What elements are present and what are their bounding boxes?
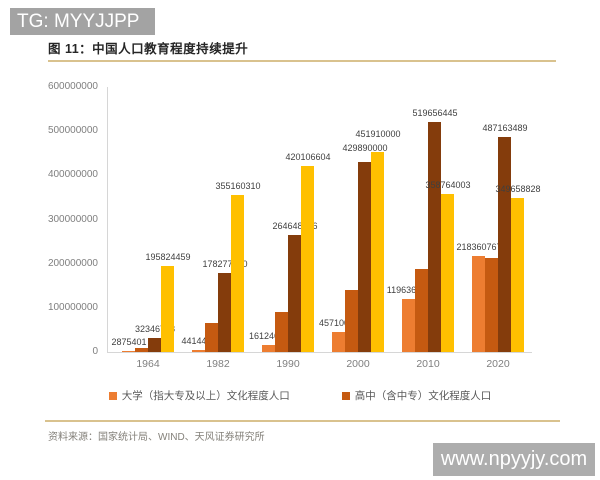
- x-axis-tick-label: 2000: [346, 358, 370, 370]
- bar-value-label: 32346788: [134, 324, 176, 334]
- legend-swatch-highschool-icon: [341, 391, 350, 400]
- y-axis-tick-label: 200000000: [47, 257, 98, 269]
- bar-value-label: 264648676: [272, 221, 318, 231]
- legend-item-university: 大学（指大专及以上）文化程度人口: [108, 388, 290, 403]
- x-axis-tick-label: 2010: [416, 358, 440, 370]
- bar-2010-s0: [402, 299, 415, 352]
- bar-value-label: 119636790: [386, 285, 432, 295]
- bar-2000-s1: [345, 290, 358, 352]
- bar-value-label: 358764003: [425, 180, 471, 190]
- bar-2000-s2: [358, 162, 371, 352]
- watermark-website: www.npyyjy.com: [433, 443, 595, 476]
- bar-2020-s0: [472, 256, 485, 352]
- bar-value-label: 420106604: [285, 152, 331, 162]
- y-axis-line: [107, 87, 108, 352]
- bar-2020-s1: [485, 258, 498, 352]
- bar-2000-s3: [371, 152, 384, 352]
- bar-1990-s3: [301, 166, 314, 352]
- bar-1982-s3: [231, 195, 244, 352]
- bar-value-label: 45710000: [318, 318, 360, 328]
- bar-value-label: 2875401: [111, 337, 147, 347]
- x-axis-tick-label: 2020: [486, 358, 510, 370]
- x-axis-tick-label: 1990: [276, 358, 300, 370]
- bar-2000-s0: [332, 332, 345, 352]
- bar-value-label: 487163489: [482, 123, 528, 133]
- bar-value-label: 218360767: [456, 242, 502, 252]
- bar-1964-s1: [135, 348, 148, 352]
- bar-value-label: 195824459: [145, 252, 191, 262]
- watermark-telegram: TG: MYYJJPP: [10, 8, 155, 35]
- y-axis-tick-label: 0: [92, 346, 98, 357]
- x-axis-line: [107, 352, 532, 353]
- x-axis-tick-label: 1982: [206, 358, 230, 370]
- bar-1982-s2: [218, 273, 231, 352]
- chart-legend: 大学（指大专及以上）文化程度人口 高中（含中专）文化程度人口: [0, 388, 600, 403]
- y-axis-tick-label: 600000000: [47, 81, 98, 92]
- bar-1964-s0: [122, 351, 135, 352]
- legend-item-highschool: 高中（含中专）文化程度人口: [341, 388, 492, 403]
- bar-value-label: 429890000: [342, 143, 388, 153]
- bar-value-label: 519656445: [412, 108, 458, 118]
- y-axis-tick-label: 500000000: [47, 125, 98, 137]
- bar-value-label: 451910000: [355, 129, 401, 139]
- bar-value-label: 349658828: [495, 184, 541, 194]
- y-axis-tick-label: 400000000: [47, 169, 98, 181]
- bar-value-label: 355160310: [215, 181, 261, 191]
- x-axis-tick-label: 1964: [136, 358, 160, 370]
- bar-2010-s1: [415, 269, 428, 352]
- title-underline: [48, 60, 556, 62]
- legend-swatch-university-icon: [108, 391, 117, 400]
- bar-value-label: 178277140: [202, 259, 248, 269]
- bar-1990-s1: [275, 312, 288, 352]
- bar-value-label: 16124678: [248, 331, 290, 341]
- bar-1964-s3: [161, 266, 174, 352]
- bar-1982-s0: [192, 350, 205, 352]
- legend-label-university: 大学（指大专及以上）文化程度人口: [121, 390, 290, 402]
- bar-value-label: 4414495: [181, 336, 217, 346]
- footer-rule: [45, 420, 560, 422]
- y-axis-tick-label: 100000000: [47, 301, 98, 313]
- bar-2020-s2: [498, 137, 511, 352]
- bar-1964-s2: [148, 338, 161, 352]
- y-axis-tick-label: 300000000: [47, 213, 98, 225]
- bar-1990-s0: [262, 345, 275, 352]
- bar-2010-s3: [441, 194, 454, 352]
- legend-label-highschool: 高中（含中专）文化程度人口: [354, 390, 492, 402]
- bar-1990-s2: [288, 235, 301, 352]
- bar-1982-s1: [205, 323, 218, 352]
- bar-2010-s2: [428, 122, 441, 352]
- source-note: 资料来源：国家统计局、WIND、天风证券研究所: [48, 432, 265, 443]
- figure-title: 图 11：中国人口教育程度持续提升: [48, 42, 249, 56]
- bar-2020-s3: [511, 198, 524, 352]
